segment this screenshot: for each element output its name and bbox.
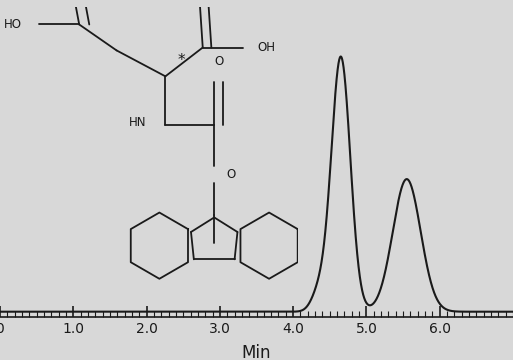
Text: OH: OH	[257, 41, 275, 54]
Text: O: O	[227, 168, 236, 181]
Text: HN: HN	[129, 116, 147, 129]
Text: HO: HO	[4, 18, 22, 31]
Text: *: *	[177, 53, 185, 68]
X-axis label: Min: Min	[242, 344, 271, 360]
Text: O: O	[214, 55, 223, 68]
